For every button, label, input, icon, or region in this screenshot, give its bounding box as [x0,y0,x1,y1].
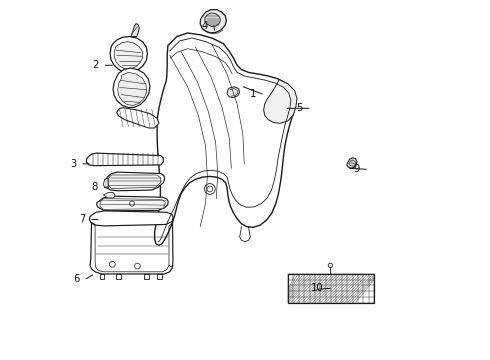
Polygon shape [109,175,161,189]
Polygon shape [89,211,173,226]
Polygon shape [200,10,226,33]
Polygon shape [144,274,149,279]
Polygon shape [113,68,150,108]
Text: 7: 7 [79,215,85,224]
Polygon shape [103,193,115,198]
Polygon shape [117,108,159,128]
Polygon shape [131,24,139,37]
Polygon shape [205,13,220,27]
Text: 5: 5 [296,103,302,113]
Polygon shape [110,37,147,72]
Polygon shape [87,153,163,166]
Text: 2: 2 [92,60,98,70]
Polygon shape [118,72,147,105]
Text: 10: 10 [311,283,324,293]
Polygon shape [347,158,357,168]
Polygon shape [97,196,168,211]
Polygon shape [227,87,240,98]
Text: 4: 4 [201,21,207,31]
Polygon shape [100,199,166,210]
Polygon shape [114,41,143,69]
Text: 8: 8 [92,182,98,192]
Polygon shape [349,160,355,166]
Polygon shape [100,274,104,279]
Polygon shape [157,274,162,279]
Text: 1: 1 [249,89,256,99]
Polygon shape [288,274,374,303]
Polygon shape [103,178,108,189]
Polygon shape [104,172,165,191]
Text: 6: 6 [74,274,80,284]
Text: 9: 9 [353,164,360,174]
Polygon shape [155,33,296,245]
Polygon shape [116,274,122,279]
Polygon shape [264,80,297,123]
Text: 3: 3 [70,159,76,169]
